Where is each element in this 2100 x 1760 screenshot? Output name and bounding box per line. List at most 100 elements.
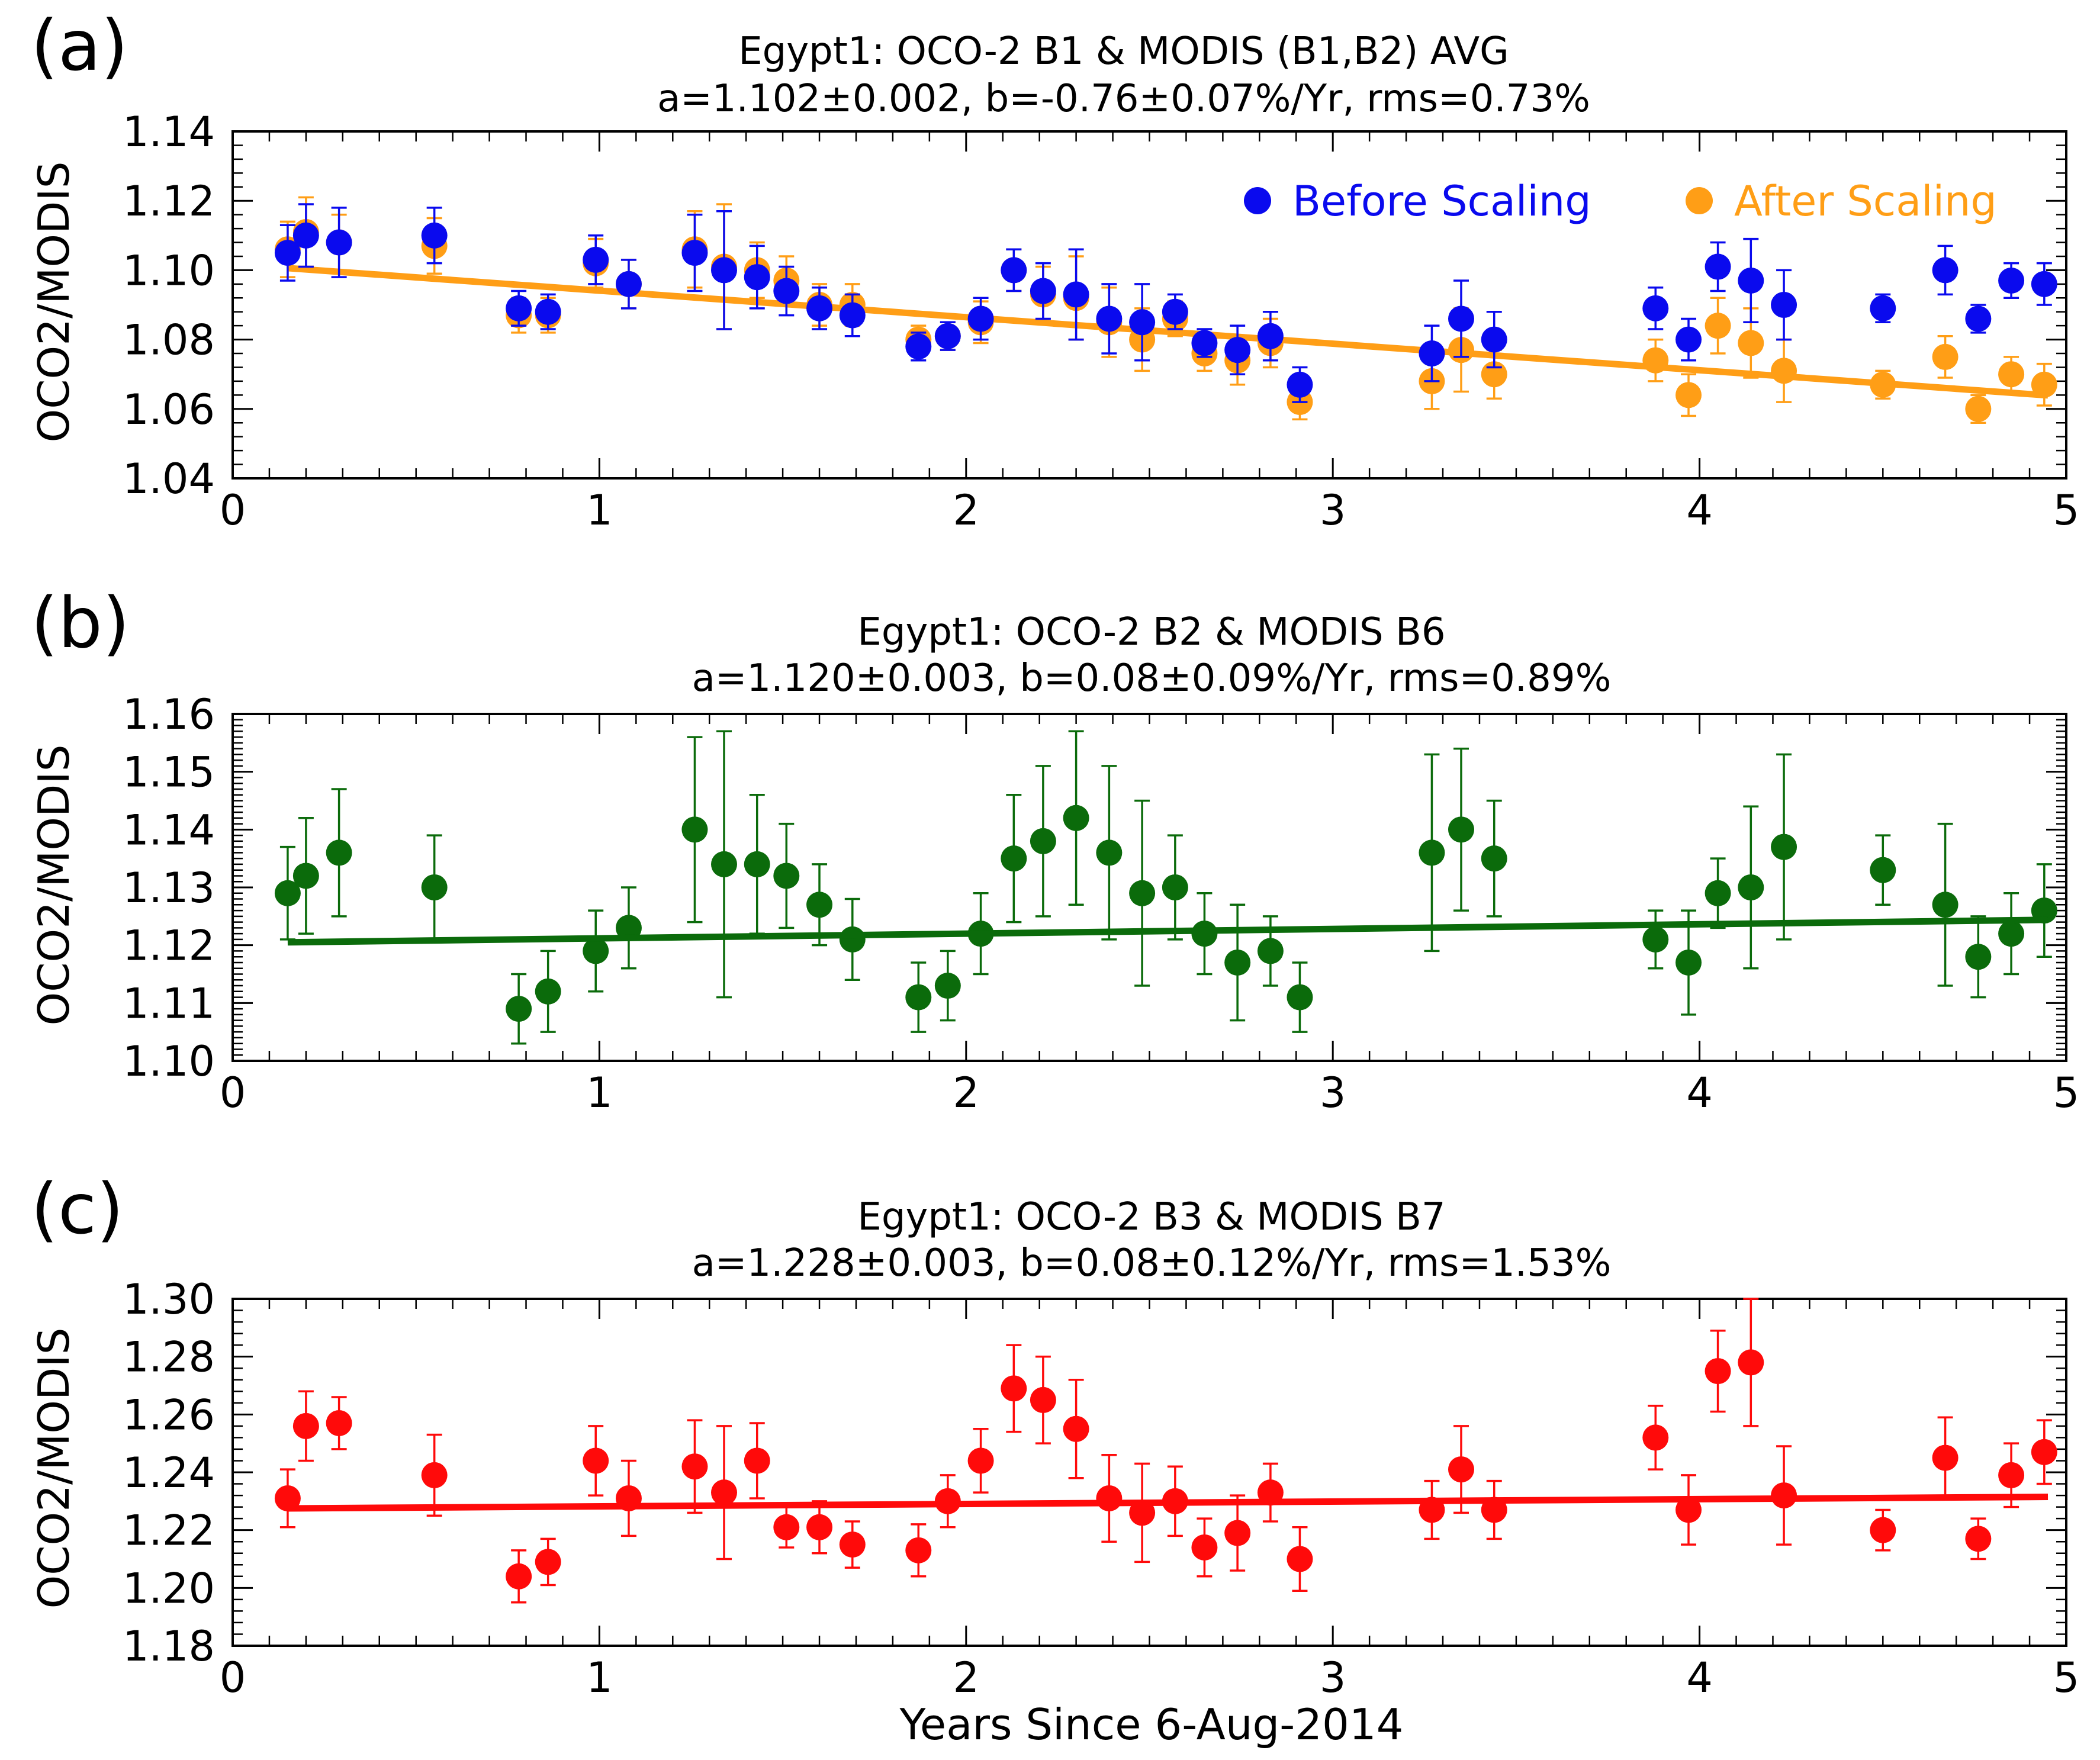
y-tick-label: 1.30 <box>123 1275 215 1324</box>
x-tick-label: 5 <box>2053 1069 2080 1117</box>
x-tick-label: 0 <box>220 486 246 535</box>
chart-subtitle: a=1.120±0.003, b=0.08±0.09%/Yr, rms=0.89… <box>692 657 1612 700</box>
y-tick-label: 1.16 <box>123 690 215 739</box>
y-tick-label: 1.14 <box>123 108 215 156</box>
data-point <box>1129 880 1156 906</box>
data-point <box>1738 1349 1764 1376</box>
data-point <box>1063 281 1089 308</box>
data-point <box>615 271 642 297</box>
data-point <box>710 257 737 284</box>
fit-line <box>287 916 2048 946</box>
data-layer <box>274 196 2057 424</box>
data-point <box>1932 1444 1959 1471</box>
data-point <box>274 1485 301 1511</box>
x-tick-label: 3 <box>1320 1653 1346 1702</box>
x-tick-label: 3 <box>1320 486 1346 535</box>
y-tick-label: 1.20 <box>123 1564 215 1613</box>
data-point <box>1705 880 1731 906</box>
data-point <box>506 1563 532 1590</box>
x-tick-label: 4 <box>1686 1653 1713 1702</box>
data-point <box>1998 921 2025 947</box>
data-point <box>326 1410 352 1436</box>
data-point <box>1771 292 1797 318</box>
data-point <box>1870 857 1896 883</box>
data-point <box>744 264 770 291</box>
y-tick-label: 1.18 <box>123 1622 215 1671</box>
data-point <box>744 851 770 877</box>
y-axis-label: OCO2/MODIS <box>29 1328 79 1609</box>
data-point <box>1257 323 1284 349</box>
data-point <box>1096 839 1123 866</box>
data-point <box>1162 298 1188 325</box>
data-point <box>506 996 532 1022</box>
x-tick-label: 5 <box>2053 486 2080 535</box>
data-point <box>710 1479 737 1506</box>
x-tick-label: 5 <box>2053 1653 2080 1702</box>
data-point <box>1932 343 1959 370</box>
data-point <box>2031 371 2057 398</box>
x-tick-label: 1 <box>586 1653 613 1702</box>
data-point <box>710 851 737 877</box>
data-point <box>1448 305 1474 332</box>
data-layer <box>274 730 2057 1045</box>
data-point <box>421 1462 448 1488</box>
y-tick-label: 1.12 <box>123 177 215 226</box>
data-point <box>506 295 532 321</box>
panel-label: (c) <box>31 1168 124 1250</box>
data-point <box>1096 305 1123 332</box>
data-point <box>1063 805 1089 831</box>
data-point <box>1287 1546 1313 1572</box>
data-point <box>1676 949 1702 976</box>
legend-label-after: After Scaling <box>1734 177 1997 226</box>
data-point <box>839 926 866 953</box>
plot-frame <box>231 1298 2067 1647</box>
chart-subtitle: a=1.228±0.003, b=0.08±0.12%/Yr, rms=1.53… <box>692 1241 1612 1285</box>
data-point <box>326 229 352 256</box>
x-tick-label: 0 <box>220 1069 246 1117</box>
data-point <box>1191 1534 1218 1560</box>
data-point <box>1129 1500 1156 1526</box>
data-point <box>773 1514 800 1540</box>
y-tick-label: 1.12 <box>123 922 215 970</box>
data-point <box>1129 309 1156 336</box>
x-tick-label: 0 <box>220 1653 246 1702</box>
y-tick-label: 1.24 <box>123 1449 215 1497</box>
data-point <box>1965 1526 1992 1552</box>
data-point <box>2031 271 2057 297</box>
legend-marker-after <box>1686 187 1713 214</box>
data-point <box>1001 845 1027 872</box>
data-point <box>905 1537 932 1563</box>
x-tick-label: 1 <box>586 1069 613 1117</box>
y-tick-label: 1.26 <box>123 1391 215 1439</box>
legend-label-before: Before Scaling <box>1292 177 1591 226</box>
data-point <box>535 298 561 325</box>
chart-title: Egypt1: OCO-2 B3 & MODIS B7 <box>857 1195 1445 1239</box>
y-axis-label: OCO2/MODIS <box>29 162 79 443</box>
data-point <box>274 880 301 906</box>
data-point <box>292 863 319 889</box>
data-point <box>905 333 932 360</box>
x-axis-label: Years Since 6-Aug-2014 <box>899 1700 1404 1749</box>
data-point <box>2031 1439 2057 1465</box>
data-point <box>292 222 319 249</box>
data-point <box>773 863 800 889</box>
legend-marker-before <box>1244 187 1271 214</box>
data-point <box>1870 1517 1896 1543</box>
data-point <box>1705 253 1731 280</box>
legend: Before Scaling After Scaling <box>1244 177 1997 226</box>
data-point <box>1448 1456 1474 1483</box>
panel-label: (b) <box>31 582 130 664</box>
data-point <box>1419 340 1445 367</box>
data-point <box>681 816 708 843</box>
data-point <box>1932 892 1959 918</box>
y-tick-label: 1.11 <box>123 979 215 1028</box>
data-point <box>967 1447 994 1474</box>
y-tick-label: 1.10 <box>123 246 215 295</box>
data-point <box>583 938 609 964</box>
data-point <box>934 973 961 999</box>
data-point <box>839 1531 866 1558</box>
data-point <box>1481 326 1507 353</box>
y-tick-label: 1.13 <box>123 864 215 912</box>
data-point <box>1870 295 1896 321</box>
data-point <box>967 305 994 332</box>
